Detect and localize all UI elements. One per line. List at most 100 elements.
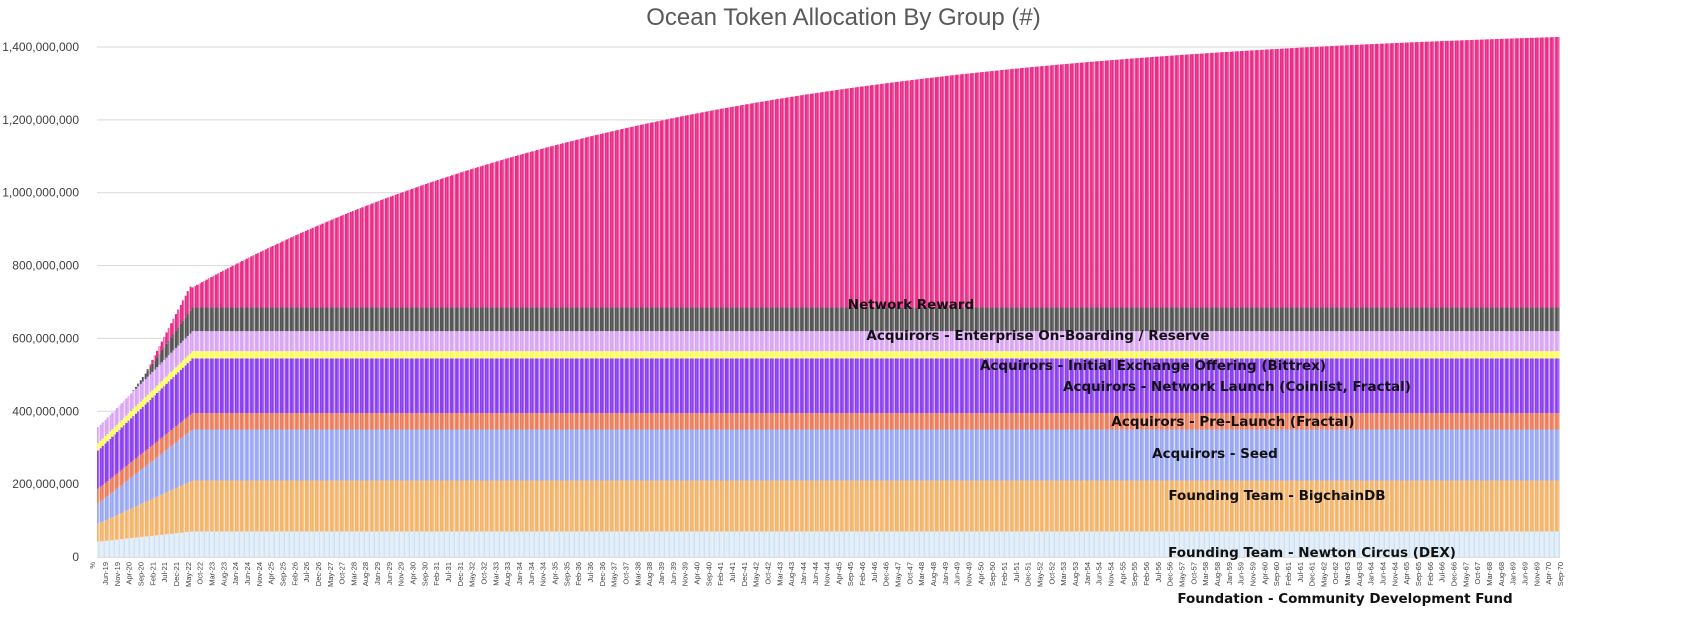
bar-segment <box>819 307 822 332</box>
bar-segment <box>160 437 164 454</box>
bar-segment <box>1017 531 1020 557</box>
bar-stack <box>833 90 836 557</box>
bar-segment <box>585 531 588 557</box>
bar-segment <box>778 351 782 359</box>
bar-segment <box>1005 69 1008 308</box>
bar-segment <box>609 358 612 414</box>
bar-segment <box>653 121 657 308</box>
bar-stack <box>406 190 409 557</box>
bar-segment <box>137 411 140 457</box>
bar-segment <box>328 413 331 430</box>
bar-segment <box>262 307 265 332</box>
bar-segment <box>255 253 258 308</box>
bar-stack <box>1132 58 1136 557</box>
bar-segment <box>571 140 574 308</box>
bar-stack <box>767 100 770 557</box>
bar-segment <box>609 351 612 359</box>
bar-segment <box>1206 53 1209 308</box>
bar-segment <box>226 480 230 532</box>
bar-segment <box>387 531 390 557</box>
bar-segment <box>934 358 938 414</box>
bar-segment <box>1130 358 1133 414</box>
bar-segment <box>868 413 871 430</box>
bar-segment <box>347 358 350 414</box>
bar-segment <box>1236 358 1240 414</box>
bar-segment <box>734 531 737 557</box>
bar-segment <box>955 307 959 332</box>
bar-segment <box>1118 307 1122 332</box>
bar-stack <box>391 195 395 557</box>
bar-segment <box>366 205 369 308</box>
bar-segment <box>1208 331 1211 352</box>
bar-segment <box>835 90 838 308</box>
bar-segment <box>474 307 477 332</box>
bar-stack <box>597 134 600 557</box>
bar-segment <box>1142 331 1145 352</box>
bar-stack <box>790 96 794 557</box>
bar-segment <box>755 531 758 557</box>
bar-segment <box>1227 358 1230 414</box>
bar-segment <box>1116 531 1119 557</box>
bar-segment <box>450 429 454 481</box>
bar-stack <box>963 73 966 557</box>
bar-segment <box>165 534 168 557</box>
bar-stack <box>1210 52 1214 557</box>
bar-segment <box>1080 62 1084 308</box>
bar-segment <box>814 531 817 557</box>
bar-segment <box>830 531 834 557</box>
bar-segment <box>422 351 425 359</box>
bar-segment <box>476 307 480 332</box>
bar-segment <box>585 307 588 332</box>
bar-segment <box>988 413 992 430</box>
bar-segment <box>861 413 864 430</box>
bar-segment <box>1217 358 1221 414</box>
bar-segment <box>1128 413 1131 430</box>
bar-segment <box>953 480 956 532</box>
bar-segment <box>314 358 317 414</box>
bar-segment <box>479 429 482 481</box>
bar-segment <box>141 536 145 557</box>
bar-segment <box>1265 331 1268 352</box>
bar-segment <box>972 72 975 308</box>
bar-stack <box>526 152 529 557</box>
bar-segment <box>281 241 284 308</box>
bar-segment <box>1047 429 1051 481</box>
bar-segment <box>278 429 282 481</box>
bar-segment <box>767 413 770 430</box>
bar-segment <box>307 351 310 359</box>
bar-segment <box>1026 413 1030 430</box>
bar-segment <box>134 406 138 414</box>
bar-segment <box>663 413 666 430</box>
bar-segment <box>1038 351 1041 359</box>
bar-segment <box>448 307 451 332</box>
bar-segment <box>1014 358 1018 414</box>
bar-segment <box>1234 51 1237 308</box>
bar-segment <box>340 413 343 430</box>
bar-segment <box>889 531 893 557</box>
bar-segment <box>885 307 888 332</box>
bar-segment <box>377 531 381 557</box>
bar-segment <box>698 351 702 359</box>
bar-segment <box>1220 429 1223 481</box>
bar-segment <box>238 480 241 532</box>
bar-segment <box>517 531 520 557</box>
bar-segment <box>620 413 624 430</box>
bar-segment <box>878 480 881 532</box>
bar-stack <box>564 142 567 557</box>
bar-segment <box>420 531 423 557</box>
bar-segment <box>1151 413 1155 430</box>
bar-segment <box>370 307 374 332</box>
bar-segment <box>804 94 808 308</box>
bar-segment <box>1043 331 1046 352</box>
bar-stack <box>710 110 713 557</box>
bar-segment <box>580 331 584 352</box>
bar-segment <box>802 413 805 430</box>
bar-segment <box>429 429 433 481</box>
bar-stack <box>1121 59 1124 557</box>
bar-stack <box>290 237 293 557</box>
bar-segment <box>927 480 930 532</box>
bar-segment <box>212 531 215 557</box>
bar-segment <box>134 506 138 538</box>
bar-segment <box>547 413 551 430</box>
bar-segment <box>852 358 855 414</box>
